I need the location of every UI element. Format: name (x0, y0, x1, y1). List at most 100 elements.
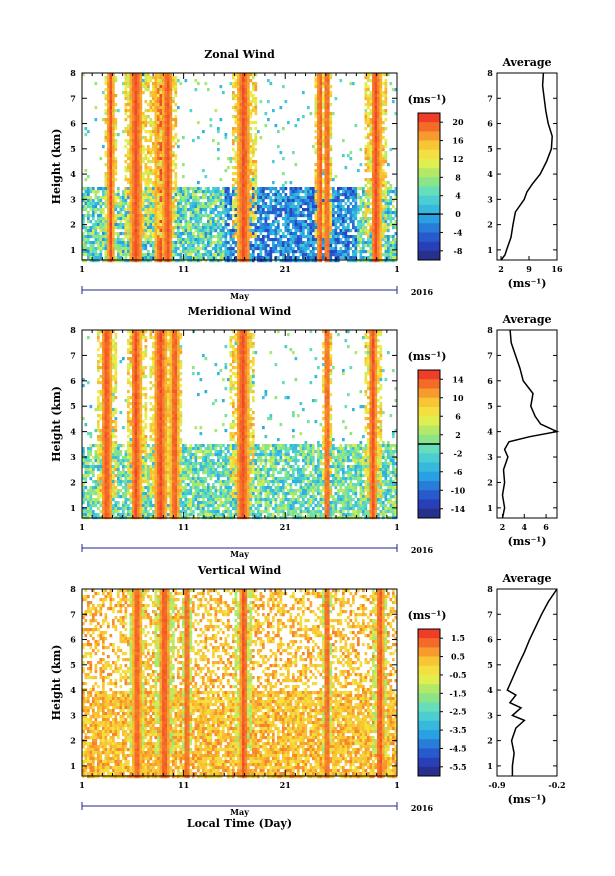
colorbar-band (418, 241, 440, 252)
average-x-tick-label: 2 (498, 264, 504, 274)
colorbar-band (418, 122, 440, 132)
colorbar-band (418, 425, 440, 436)
colorbar-band (418, 490, 440, 500)
colorbar-band (418, 629, 440, 639)
panel-title: Meridional Wind (188, 305, 292, 318)
y-tick-label: 8 (70, 584, 76, 594)
average-y-tick-label: 6 (487, 635, 493, 645)
colorbar-band (418, 702, 440, 712)
y-axis-label: Height (km) (50, 645, 63, 721)
y-tick-label: 2 (70, 477, 76, 487)
colorbar-band (418, 693, 440, 703)
average-y-tick-label: 1 (487, 503, 493, 513)
colorbar-band (418, 113, 440, 123)
colorbar-tick-label: 10 (452, 393, 464, 403)
colorbar-unit: (ms⁻¹) (408, 609, 447, 622)
colorbar-band (418, 684, 440, 694)
colorbar-tick-label: 1.5 (451, 633, 465, 643)
colorbar-unit: (ms⁻¹) (408, 93, 447, 106)
average-x-axis-label: (ms⁻¹) (508, 793, 547, 806)
colorbar-band (418, 481, 440, 491)
average-title: Average (501, 313, 551, 326)
colorbar-band (418, 416, 440, 426)
average-axes-frame (496, 72, 558, 261)
year-label: 2016 (411, 287, 434, 297)
colorbar-band (418, 250, 440, 261)
colorbar-band (418, 766, 440, 777)
colorbar-band (418, 471, 440, 482)
x-tick-label: 1 (394, 522, 400, 532)
average-y-tick-label: 3 (487, 194, 493, 204)
colorbar-band (418, 665, 440, 676)
colorbar-tick-label: -2 (454, 448, 463, 458)
colorbar-tick-label: 8 (455, 172, 461, 182)
y-tick-label: 3 (70, 452, 76, 462)
colorbar-band (418, 748, 440, 758)
y-tick-label: 8 (70, 68, 76, 78)
y-tick-label: 7 (70, 350, 76, 360)
colorbar-tick-label: 20 (452, 117, 464, 127)
colorbar-band (418, 149, 440, 160)
average-y-tick-label: 2 (487, 477, 493, 487)
heatmap-field (82, 589, 398, 779)
colorbar-tick-label: -4.5 (449, 743, 466, 753)
average-profile-line (501, 329, 560, 519)
colorbar-tick-label: 0 (455, 209, 461, 219)
colorbar-band (418, 214, 440, 224)
colorbar-band (418, 453, 440, 463)
x-tick-label: 21 (280, 522, 291, 532)
colorbar-band (418, 444, 440, 454)
colorbar-band (418, 720, 440, 731)
colorbar-tick-label: -10 (451, 485, 466, 495)
average-y-tick-label: 4 (487, 685, 493, 695)
main-axes-frame (81, 72, 398, 261)
colorbar-tick-label: 12 (452, 154, 463, 164)
panel-title: Zonal Wind (204, 48, 275, 61)
average-title: Average (501, 572, 551, 585)
x-tick-label: 1 (79, 522, 85, 532)
average-y-tick-label: 5 (487, 401, 493, 411)
colorbar-band (418, 739, 440, 749)
average-y-tick-label: 6 (487, 119, 493, 129)
y-tick-label: 4 (70, 169, 76, 179)
average-y-tick-label: 8 (487, 584, 493, 594)
y-tick-label: 3 (70, 194, 76, 204)
y-tick-label: 7 (70, 609, 76, 619)
y-tick-label: 4 (70, 685, 76, 695)
y-tick-label: 5 (70, 660, 76, 670)
y-tick-label: 1 (70, 761, 76, 771)
colorbar-tick-label: 6 (455, 411, 461, 421)
x-tick-label: 11 (178, 264, 189, 274)
average-title: Average (501, 56, 551, 69)
colorbar-band (418, 158, 440, 169)
average-y-tick-label: 3 (487, 710, 493, 720)
panel-title: Vertical Wind (197, 564, 282, 577)
average-x-axis-label: (ms⁻¹) (508, 277, 547, 290)
average-y-tick-label: 4 (487, 169, 493, 179)
colorbar-frame (417, 112, 441, 261)
y-tick-label: 6 (70, 635, 76, 645)
colorbar-band (418, 204, 440, 215)
year-label: 2016 (411, 545, 434, 555)
colorbar-tick-label: 0.5 (451, 652, 465, 662)
month-label: May (230, 807, 249, 817)
average-y-tick-label: 1 (487, 245, 493, 255)
colorbar-band (418, 462, 440, 473)
average-x-tick-label: 2 (500, 522, 506, 532)
colorbar-tick-label: 14 (452, 374, 464, 384)
y-tick-label: 5 (70, 401, 76, 411)
colorbar-band (418, 195, 440, 206)
colorbar-tick-label: 4 (455, 191, 461, 201)
colorbar-band (418, 223, 440, 233)
average-x-tick-label: 6 (543, 522, 549, 532)
y-tick-label: 2 (70, 736, 76, 746)
x-tick-label: 1 (79, 264, 85, 274)
year-label: 2016 (411, 803, 434, 813)
average-x-tick-label: 16 (551, 264, 563, 274)
colorbar: 1.5 0.5 -0.5 -1.5 -2.5 -3.5 -4.5 -5.5 (417, 628, 467, 777)
average-profile-line (506, 588, 558, 776)
average-axes-frame (496, 329, 558, 519)
